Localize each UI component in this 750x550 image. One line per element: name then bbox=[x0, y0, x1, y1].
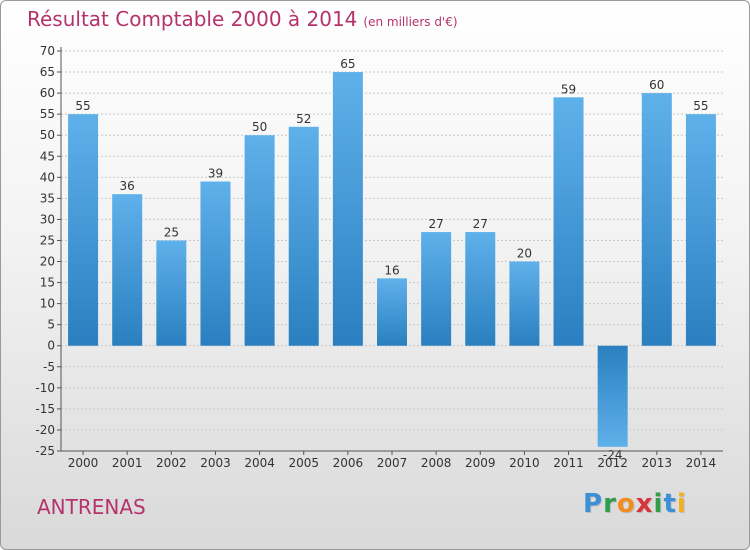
bar-value-label: 20 bbox=[517, 247, 532, 261]
y-tick-label: 55 bbox=[40, 107, 55, 121]
x-tick-label: 2006 bbox=[333, 456, 364, 470]
x-tick-label: 2002 bbox=[156, 456, 187, 470]
y-axis-ticks: -25 -20 -15 -10 -5 0 5 10 15 20 25 30 35 40 45 50 55 60 65… bbox=[35, 44, 61, 458]
commune-name: ANTRENAS bbox=[37, 495, 146, 519]
bar bbox=[509, 261, 540, 346]
logo-letter: P bbox=[583, 489, 604, 519]
bar bbox=[112, 194, 143, 346]
bar-value-label: 36 bbox=[120, 179, 135, 193]
y-tick-label: 25 bbox=[40, 233, 55, 247]
y-tick-label: 60 bbox=[40, 86, 55, 100]
logo-letter: x bbox=[635, 489, 654, 519]
x-tick-label: 2012 bbox=[597, 456, 628, 470]
y-tick-label: -15 bbox=[35, 402, 55, 416]
bar-value-label: 55 bbox=[693, 99, 708, 113]
y-tick-label: 30 bbox=[40, 212, 55, 226]
logo-letter: i bbox=[676, 489, 687, 519]
bar bbox=[685, 114, 716, 346]
y-tick-label: -10 bbox=[35, 381, 55, 395]
y-tick-label: -5 bbox=[43, 360, 55, 374]
x-tick-label: 2013 bbox=[642, 456, 673, 470]
bar bbox=[597, 345, 628, 447]
x-tick-label: 2009 bbox=[465, 456, 496, 470]
y-tick-label: 5 bbox=[47, 318, 55, 332]
bar-value-label: 27 bbox=[473, 217, 488, 231]
bar bbox=[200, 181, 231, 346]
bar-value-label: 55 bbox=[75, 99, 90, 113]
x-tick-label: 2010 bbox=[509, 456, 540, 470]
bar-value-label: 25 bbox=[164, 225, 179, 239]
x-tick-label: 2005 bbox=[288, 456, 319, 470]
y-tick-label: 50 bbox=[40, 128, 55, 142]
bar bbox=[377, 278, 407, 346]
proxiti-logo[interactable]: Proxiti bbox=[583, 489, 687, 519]
chart-subtitle: (en milliers d'€) bbox=[363, 15, 458, 29]
bar bbox=[244, 135, 275, 346]
bar-value-label: 52 bbox=[296, 112, 311, 126]
bar bbox=[421, 232, 452, 346]
x-tick-label: 2007 bbox=[377, 456, 408, 470]
axes bbox=[60, 47, 723, 452]
bar bbox=[288, 126, 319, 346]
logo-letter: t bbox=[663, 489, 677, 519]
y-tick-label: 15 bbox=[40, 276, 55, 290]
bar-value-label: 59 bbox=[561, 82, 576, 96]
bar bbox=[553, 97, 584, 346]
chart-title-text: Résultat Comptable 2000 à 2014 bbox=[27, 7, 358, 31]
x-tick-label: 2008 bbox=[421, 456, 452, 470]
x-tick-label: 2011 bbox=[553, 456, 584, 470]
bar bbox=[465, 232, 496, 346]
x-tick-label: 2001 bbox=[112, 456, 143, 470]
bar-value-label: 16 bbox=[384, 263, 399, 277]
y-tick-label: 0 bbox=[47, 339, 55, 353]
x-axis-ticks: 2000 2001 2002 2003 2004 2005 2006 2007 2008 2009… bbox=[68, 451, 716, 470]
logo-letter: o bbox=[616, 489, 636, 519]
y-tick-label: 65 bbox=[40, 65, 55, 79]
bar-value-label: 50 bbox=[252, 120, 267, 134]
bar-value-label: 65 bbox=[340, 57, 355, 71]
y-tick-label: -20 bbox=[35, 423, 55, 437]
bar-value-label: 39 bbox=[208, 167, 223, 181]
bar bbox=[332, 72, 363, 346]
x-tick-label: 2004 bbox=[244, 456, 275, 470]
y-tick-label: 70 bbox=[40, 44, 55, 58]
x-tick-label: 2003 bbox=[200, 456, 231, 470]
y-tick-label: 35 bbox=[40, 191, 55, 205]
bar bbox=[156, 240, 187, 346]
bar bbox=[641, 93, 672, 346]
logo-letter: r bbox=[603, 489, 617, 519]
bar bbox=[68, 114, 99, 346]
y-tick-label: 20 bbox=[40, 255, 55, 269]
x-tick-label: 2000 bbox=[68, 456, 99, 470]
x-tick-label: 2014 bbox=[686, 456, 717, 470]
y-tick-label: 40 bbox=[40, 170, 55, 184]
bar-value-label: 27 bbox=[428, 217, 443, 231]
logo-letter: i bbox=[653, 489, 664, 519]
y-tick-label: -25 bbox=[35, 444, 55, 458]
y-tick-label: 45 bbox=[40, 149, 55, 163]
bar-value-label: 60 bbox=[649, 78, 664, 92]
y-tick-label: 10 bbox=[40, 297, 55, 311]
bars bbox=[68, 72, 716, 447]
chart-title: Résultat Comptable 2000 à 2014 (en millie… bbox=[27, 7, 458, 31]
